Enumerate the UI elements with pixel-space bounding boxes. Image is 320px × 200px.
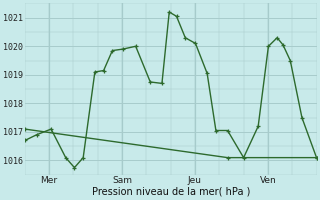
X-axis label: Pression niveau de la mer( hPa ): Pression niveau de la mer( hPa ) [92,187,250,197]
